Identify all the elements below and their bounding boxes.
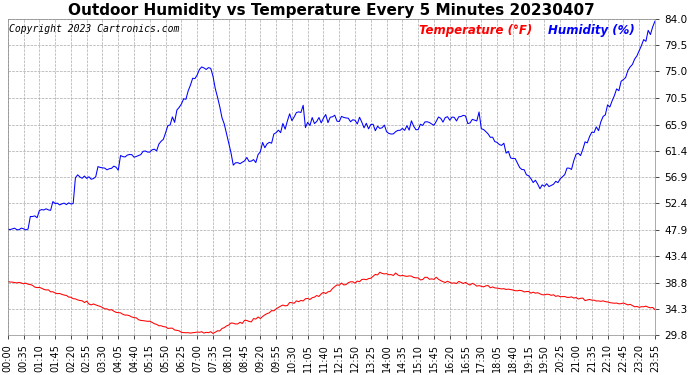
Title: Outdoor Humidity vs Temperature Every 5 Minutes 20230407: Outdoor Humidity vs Temperature Every 5 … bbox=[68, 3, 595, 18]
Text: Humidity (%): Humidity (%) bbox=[548, 24, 635, 37]
Text: Temperature (°F): Temperature (°F) bbox=[419, 24, 532, 37]
Text: Copyright 2023 Cartronics.com: Copyright 2023 Cartronics.com bbox=[9, 24, 179, 34]
